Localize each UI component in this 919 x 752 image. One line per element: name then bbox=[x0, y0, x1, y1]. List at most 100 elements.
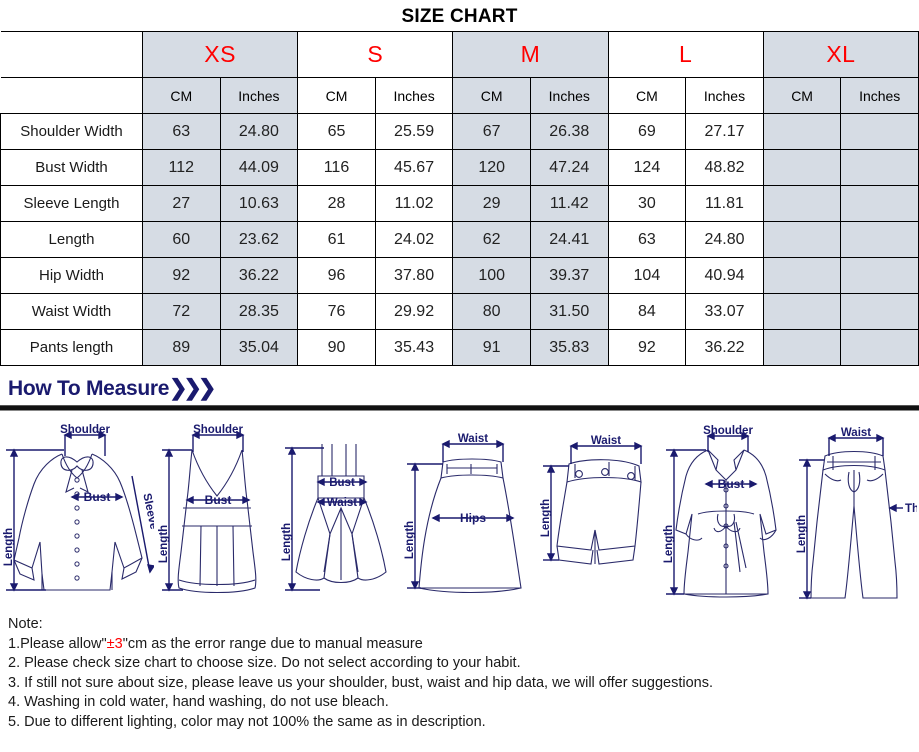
table-cell bbox=[762, 293, 842, 330]
table-cell: 27.17 bbox=[685, 113, 764, 150]
table-cell bbox=[762, 185, 842, 222]
label-waist: Waist bbox=[458, 433, 488, 445]
unit-header-l-inches: Inches bbox=[685, 77, 764, 114]
row-label: Pants length bbox=[0, 329, 143, 366]
figure-coat: Shoulder Bust Length bbox=[660, 422, 788, 607]
label-shoulder: Shoulder bbox=[60, 424, 110, 436]
table-cell: 72 bbox=[142, 293, 221, 330]
table-cell bbox=[840, 221, 919, 258]
label-shoulder: Shoulder bbox=[193, 424, 243, 436]
table-cell: 89 bbox=[142, 329, 221, 366]
table-cell: 11.02 bbox=[374, 185, 454, 222]
unit-header-xl-cm: CM bbox=[762, 77, 842, 114]
table-cell: 63 bbox=[142, 113, 221, 150]
table-row: Waist Width 72 28.35 76 29.92 80 31.50 84 33.07 bbox=[0, 293, 919, 330]
table-cell: 61 bbox=[297, 221, 376, 258]
label-hips: Hips bbox=[460, 511, 486, 525]
note-item: 3. If still not sure about size, please … bbox=[8, 674, 713, 691]
size-header-l: L bbox=[607, 31, 764, 78]
table-cell: 67 bbox=[452, 113, 531, 150]
note-text-pre: 1.Please allow" bbox=[8, 635, 107, 652]
table-cell: 35.43 bbox=[374, 329, 454, 366]
table-cell: 40.94 bbox=[685, 257, 764, 294]
table-cell: 96 bbox=[297, 257, 376, 294]
label-length: Length bbox=[796, 515, 808, 553]
figure-skirt: Waist Hips Length bbox=[401, 422, 525, 607]
table-cell: 26.38 bbox=[529, 113, 609, 150]
table-cell: 124 bbox=[607, 149, 687, 186]
table-cell: 35.83 bbox=[529, 329, 609, 366]
table-cell: 39.37 bbox=[529, 257, 609, 294]
table-cell: 76 bbox=[297, 293, 376, 330]
label-length: Length bbox=[404, 521, 416, 559]
table-cell: 65 bbox=[297, 113, 376, 150]
row-label: Length bbox=[0, 221, 143, 258]
table-row: Pants length 89 35.04 90 35.43 91 35.83 92 36.22 bbox=[0, 329, 919, 366]
unit-header-xs-inches: Inches bbox=[219, 77, 299, 114]
section-divider bbox=[0, 405, 919, 411]
table-cell: 112 bbox=[142, 149, 221, 186]
table-cell bbox=[840, 293, 919, 330]
table-cell: 36.22 bbox=[219, 257, 299, 294]
unit-header-xs-cm: CM bbox=[142, 77, 221, 114]
how-to-measure-heading: How To Measure❯❯❯ bbox=[0, 375, 919, 402]
table-cell: 23.62 bbox=[219, 221, 299, 258]
table-corner-blank-2 bbox=[0, 77, 143, 114]
label-length: Length bbox=[540, 499, 552, 537]
measurement-figures: Shoulder Bust Length Sleeve bbox=[0, 411, 919, 607]
note-item: 4. Washing in cold water, hand washing, … bbox=[8, 694, 389, 710]
size-header-xl: XL bbox=[762, 31, 919, 78]
label-length: Length bbox=[663, 525, 675, 563]
figure-shorts: Waist Length bbox=[529, 422, 657, 607]
table-cell bbox=[840, 149, 919, 186]
table-cell: 84 bbox=[607, 293, 687, 330]
page-title: SIZE CHART bbox=[401, 6, 518, 27]
table-cell: 24.80 bbox=[219, 113, 299, 150]
label-length: Length bbox=[281, 523, 293, 561]
table-cell bbox=[762, 149, 842, 186]
table-row: Shoulder Width 63 24.80 65 25.59 67 26.38 69 27.… bbox=[0, 113, 919, 150]
figure-pants: Waist Length Thigh bbox=[791, 422, 917, 607]
table-cell: 104 bbox=[607, 257, 687, 294]
label-bust: Bust bbox=[330, 477, 356, 489]
table-cell bbox=[762, 113, 842, 150]
unit-header-m-inches: Inches bbox=[529, 77, 609, 114]
table-cell: 36.22 bbox=[685, 329, 764, 366]
table-cell: 120 bbox=[452, 149, 531, 186]
size-header-xs: XS bbox=[141, 31, 299, 78]
table-row: Length 60 23.62 61 24.02 62 24.41 63 24.80 bbox=[0, 221, 919, 258]
table-cell: 29 bbox=[452, 185, 531, 222]
size-chart-table: XS S M L XL CM Inches CM Inches CM Inches CM Inches C… bbox=[0, 31, 919, 366]
table-cell: 29.92 bbox=[374, 293, 454, 330]
unit-header-m-cm: CM bbox=[452, 77, 531, 114]
table-row: Hip Width 92 36.22 96 37.80 100 39.37 104 40.94 bbox=[0, 257, 919, 294]
unit-header-s-inches: Inches bbox=[374, 77, 454, 114]
size-header-row: XS S M L XL bbox=[0, 31, 919, 78]
size-header-m: M bbox=[452, 31, 609, 78]
note-item: 2. Please check size chart to choose siz… bbox=[8, 655, 521, 671]
table-cell bbox=[840, 113, 919, 150]
label-thigh: Thigh bbox=[905, 503, 917, 515]
table-cell: 24.02 bbox=[374, 221, 454, 258]
table-cell: 80 bbox=[452, 293, 531, 330]
figure-dress: Bust Waist Length bbox=[280, 422, 398, 607]
table-cell: 90 bbox=[297, 329, 376, 366]
table-cell: 60 bbox=[142, 221, 221, 258]
table-cell: 63 bbox=[607, 221, 687, 258]
notes-heading: Note: bbox=[8, 616, 43, 632]
table-cell: 24.80 bbox=[685, 221, 764, 258]
table-cell: 116 bbox=[297, 149, 376, 186]
table-cell: 28 bbox=[297, 185, 376, 222]
size-header-s: S bbox=[297, 31, 454, 78]
label-length: Length bbox=[3, 528, 15, 566]
chevrons-icon: ❯❯❯ bbox=[169, 375, 216, 400]
table-cell: 92 bbox=[607, 329, 687, 366]
table-cell bbox=[762, 329, 842, 366]
table-cell bbox=[762, 221, 842, 258]
table-cell: 62 bbox=[452, 221, 531, 258]
table-cell: 100 bbox=[452, 257, 531, 294]
label-sleeve: Sleeve bbox=[140, 492, 154, 530]
table-cell: 10.63 bbox=[219, 185, 299, 222]
table-cell: 44.09 bbox=[219, 149, 299, 186]
